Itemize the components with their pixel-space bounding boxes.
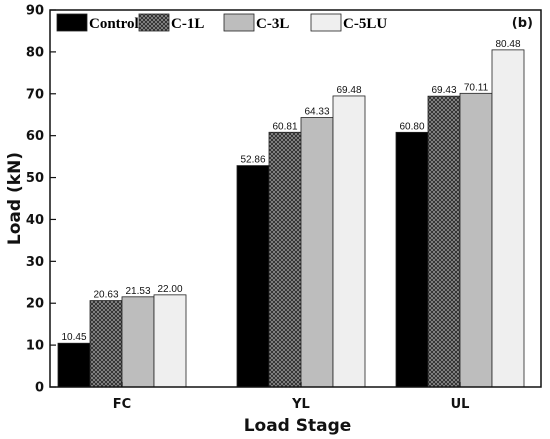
data-label-c-3l-fc: 21.53 <box>125 286 150 297</box>
data-label-control-yl: 52.86 <box>240 155 265 166</box>
bar-c-3l-fc <box>121 296 155 388</box>
data-label-control-ul: 60.80 <box>399 121 424 132</box>
data-label-c-5lu-yl: 69.48 <box>336 85 361 96</box>
y-tick-label: 20 <box>26 297 44 312</box>
x-tick-label-ul: UL <box>451 397 470 412</box>
legend-label-c-5lu: C-5LU <box>343 16 387 32</box>
y-tick-label: 10 <box>26 339 44 354</box>
data-label-c-3l-yl: 64.33 <box>304 107 329 118</box>
data-label-c-1l-ul: 69.43 <box>431 85 456 96</box>
bar-c-5lu-ul <box>491 49 525 388</box>
legend-label-c-1l: C-1L <box>171 16 204 32</box>
x-tick-label-yl: YL <box>291 397 310 412</box>
x-axis-title: Load Stage <box>244 416 352 436</box>
y-tick-label: 0 <box>35 381 44 396</box>
y-tick-label: 70 <box>26 87 44 102</box>
legend-swatch-c-1l <box>138 13 170 32</box>
y-axis-title: Load (kN) <box>5 152 25 245</box>
data-label-c-5lu-fc: 22.00 <box>157 284 182 295</box>
y-tick-label: 30 <box>26 255 44 270</box>
bar-c-3l-yl <box>300 117 334 388</box>
legend-label-control: Control <box>89 16 139 32</box>
data-label-c-3l-ul: 70.11 <box>464 82 489 93</box>
bars-layer <box>57 49 525 388</box>
bar-control-fc <box>57 342 91 388</box>
bar-control-yl <box>236 165 270 388</box>
y-tick-label: 50 <box>26 171 44 186</box>
bar-c-1l-ul <box>427 95 461 388</box>
bar-c-3l-ul <box>459 92 493 388</box>
legend-label-c-3l: C-3L <box>256 16 289 32</box>
data-labels-layer: 10.45 20.63 21.53 22.00 52.86 60.81 64.33 69.48… <box>61 39 520 343</box>
y-axis: 0 10 20 30 40 50 60 70 80 90 <box>26 4 56 396</box>
legend: Control C-1L C-3L C-5LU <box>56 13 387 32</box>
y-tick-label: 90 <box>26 4 44 19</box>
y-tick-label: 60 <box>26 129 44 144</box>
legend-swatch-control <box>56 13 88 32</box>
bar-control-ul <box>395 131 429 388</box>
bar-c-1l-fc <box>89 300 123 388</box>
data-label-c-1l-yl: 60.81 <box>272 121 297 132</box>
panel-label: (b) <box>512 16 533 31</box>
x-tick-label-fc: FC <box>113 397 131 412</box>
x-axis: FC YL UL <box>113 382 470 412</box>
data-label-control-fc: 10.45 <box>61 332 86 343</box>
bar-c-5lu-yl <box>332 95 366 388</box>
legend-swatch-c-5lu <box>310 13 342 32</box>
bar-c-1l-yl <box>268 131 302 388</box>
legend-swatch-c-3l <box>223 13 255 32</box>
data-label-c-1l-fc: 20.63 <box>93 290 118 301</box>
bar-c-5lu-fc <box>153 294 187 388</box>
y-tick-label: 40 <box>26 213 44 228</box>
plot-area-frame <box>49 9 542 388</box>
y-tick-label: 80 <box>26 45 44 60</box>
data-label-c-5lu-ul: 80.48 <box>495 39 520 50</box>
